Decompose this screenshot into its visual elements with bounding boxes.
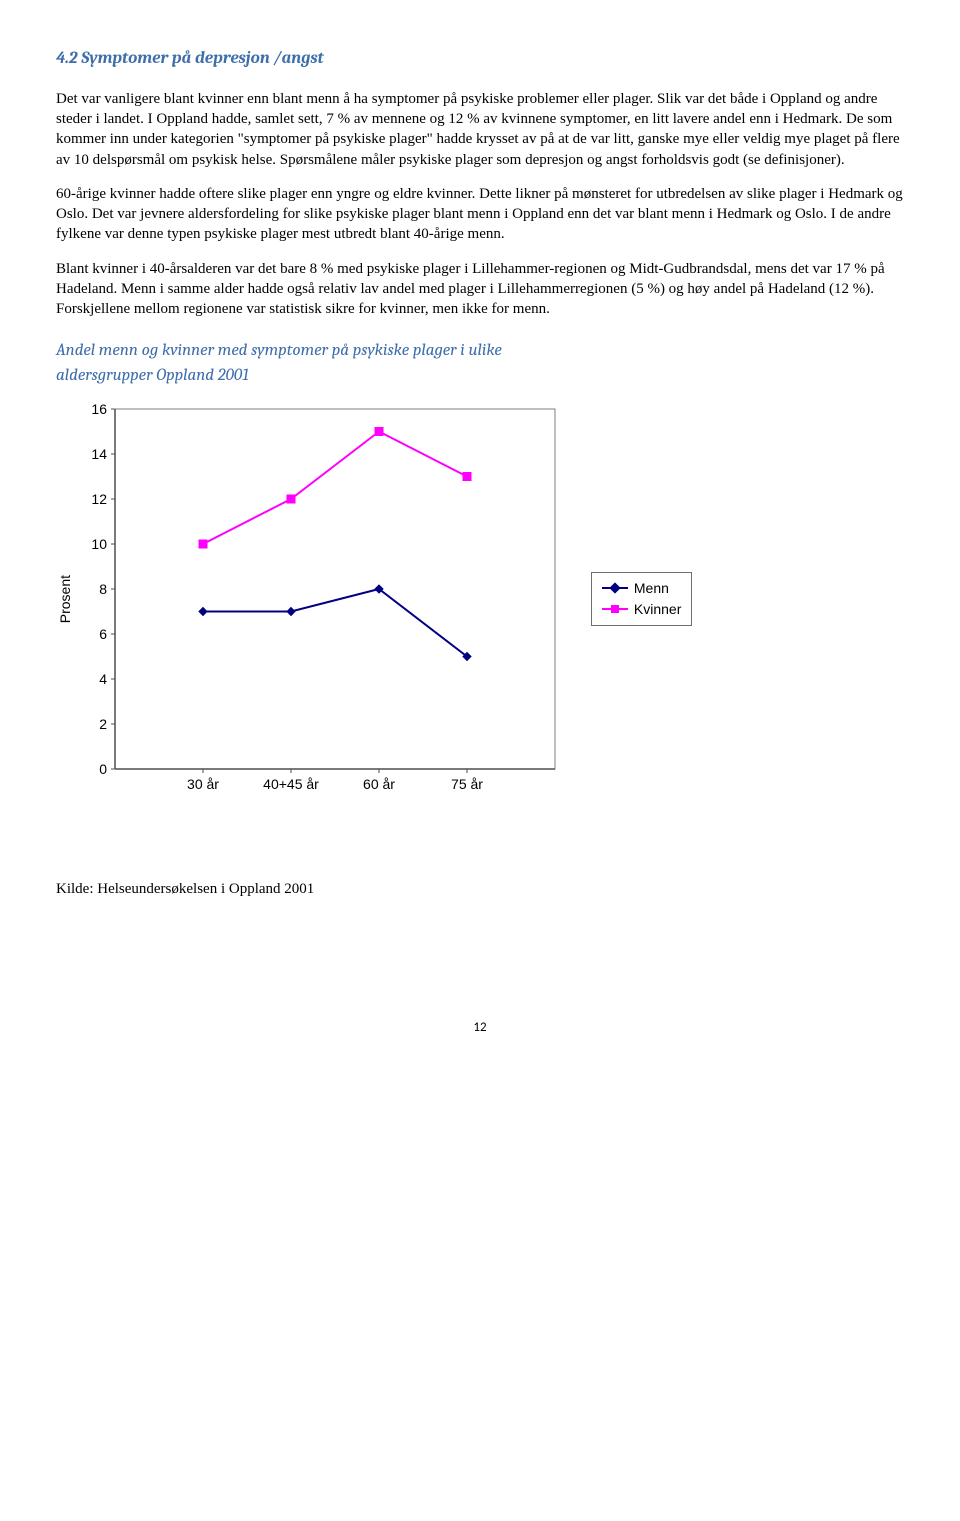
paragraph-2: 60-årige kvinner hadde oftere slike plag…: [56, 184, 904, 245]
svg-text:8: 8: [99, 581, 107, 597]
chart-title-line1: Andel menn og kvinner med symptomer på p…: [56, 341, 502, 360]
svg-text:2: 2: [99, 716, 107, 732]
svg-text:30 år: 30 år: [187, 776, 219, 792]
svg-text:14: 14: [91, 446, 107, 462]
paragraph-1: Det var vanligere blant kvinner enn blan…: [56, 89, 904, 170]
legend-swatch-menn: [602, 587, 628, 589]
svg-text:60 år: 60 år: [363, 776, 395, 792]
legend-item-menn: Menn: [602, 579, 681, 598]
svg-text:12: 12: [91, 491, 107, 507]
chart-y-axis-label: Prosent: [56, 575, 75, 623]
page-number: 12: [56, 1019, 904, 1037]
svg-text:40+45 år: 40+45 år: [263, 776, 319, 792]
chart-legend: Menn Kvinner: [591, 572, 692, 626]
svg-text:16: 16: [91, 401, 107, 417]
legend-swatch-kvinner: [602, 608, 628, 610]
svg-text:4: 4: [99, 671, 107, 687]
chart-container: Prosent 0 2 4 6 8 10 12 14 16 30 år 40+45 år 60 år 7…: [56, 399, 904, 799]
svg-text:75 år: 75 år: [451, 776, 483, 792]
legend-item-kvinner: Kvinner: [602, 600, 681, 619]
section-heading: 4.2 Symptomer på depresjon /angst: [56, 48, 904, 71]
paragraph-3: Blant kvinner i 40-årsalderen var det ba…: [56, 259, 904, 320]
line-chart: 0 2 4 6 8 10 12 14 16 30 år 40+45 år 60 år 75 år: [79, 399, 567, 799]
chart-title-line2: aldersgrupper Oppland 2001: [56, 366, 249, 385]
chart-title: Andel menn og kvinner med symptomer på p…: [56, 339, 904, 388]
svg-text:6: 6: [99, 626, 107, 642]
legend-label-kvinner: Kvinner: [634, 600, 681, 619]
chart-source: Kilde: Helseundersøkelsen i Oppland 2001: [56, 879, 904, 899]
svg-text:10: 10: [91, 536, 107, 552]
legend-label-menn: Menn: [634, 579, 669, 598]
svg-text:0: 0: [99, 761, 107, 777]
